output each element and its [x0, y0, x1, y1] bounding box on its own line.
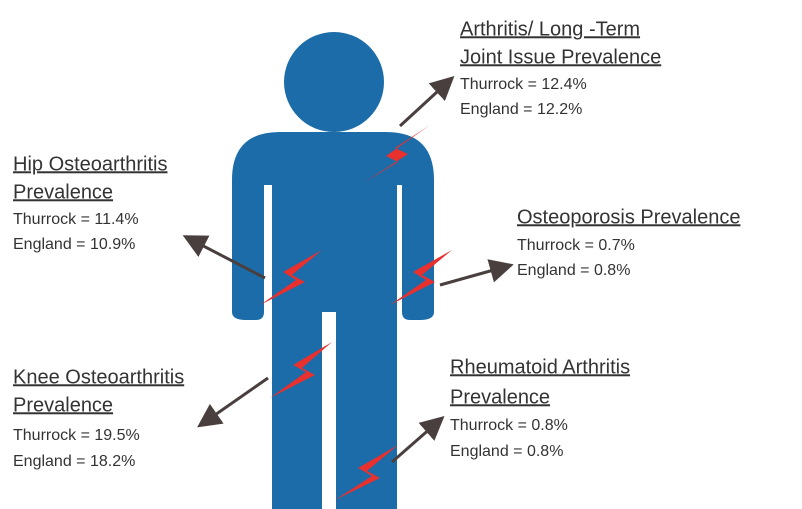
callout-title: Osteoporosis Prevalence	[517, 206, 740, 228]
callout-value: England = 12.2%	[460, 101, 582, 118]
arrows	[182, 75, 514, 464]
callout-value: Thurrock = 11.4%	[13, 211, 139, 228]
callout-title: Hip Osteoarthritis	[13, 153, 168, 175]
callout-value: England = 0.8%	[517, 262, 630, 279]
callout-title: Joint Issue Prevalence	[460, 46, 661, 68]
callouts: Arthritis/ Long -Term Joint Issue Prevale…	[13, 18, 740, 470]
callout-value: England = 18.2%	[13, 453, 135, 470]
callout-value: England = 0.8%	[450, 443, 563, 460]
callout-title: Prevalence	[450, 386, 550, 408]
pain-bolts	[260, 125, 452, 500]
callout-value: Thurrock = 19.5%	[13, 427, 140, 444]
callout-title: Arthritis/ Long -Term	[460, 18, 640, 40]
human-figure	[232, 32, 434, 509]
callout-title: Prevalence	[13, 394, 113, 416]
callout-value: England = 10.9%	[13, 236, 135, 253]
callout-title: Knee Osteoarthritis	[13, 366, 184, 388]
callout-value: Thurrock = 12.4%	[460, 76, 587, 93]
callout-value: Thurrock = 0.8%	[450, 417, 568, 434]
callout-title: Prevalence	[13, 181, 113, 203]
callout-title: Rheumatoid Arthritis	[450, 356, 630, 378]
callout-value: Thurrock = 0.7%	[517, 237, 635, 254]
